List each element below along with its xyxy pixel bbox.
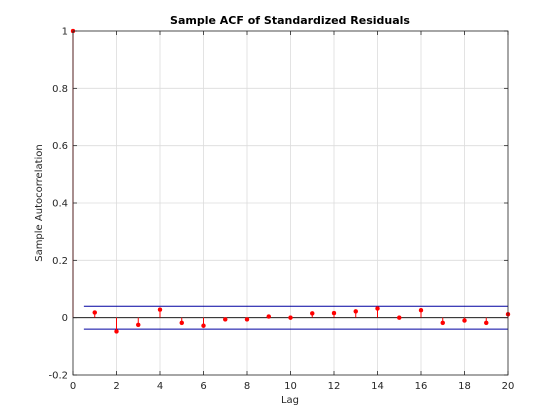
acf-point-lag-11 (310, 311, 315, 316)
acf-point-lag-16 (418, 307, 424, 313)
y-tick-label: 0.4 (52, 199, 68, 210)
x-tick-label: 16 (415, 381, 428, 392)
acf-point-lag-17 (440, 320, 445, 326)
acf-point-lag-19 (484, 320, 489, 326)
acf-point-lag-3 (136, 322, 141, 328)
acf-point-lag-9 (266, 314, 271, 319)
acf-point-lag-7 (223, 317, 228, 322)
x-tick-label: 4 (157, 381, 163, 392)
x-tick-label: 8 (244, 381, 250, 392)
acf-point-lag-13 (353, 309, 358, 314)
acf-point-lag-5 (179, 320, 184, 326)
x-axis-label: Lag (281, 395, 299, 406)
acf-point-lag-10 (288, 315, 293, 320)
x-tick-label: 6 (200, 381, 206, 392)
axis-ticks: 0 2 4 6 8 10 12 14 16 18 20-0.200.20.40.60.81 (48, 27, 514, 393)
x-tick-label: 20 (502, 381, 515, 392)
y-tick-label: 1 (62, 27, 68, 38)
y-tick-label: 0.2 (52, 256, 68, 267)
y-axis-label: Sample Autocorrelation (34, 144, 45, 262)
x-tick-label: 18 (458, 381, 471, 392)
x-tick-label: 0 (70, 381, 76, 392)
acf-point-lag-8 (244, 317, 250, 322)
y-tick-label: 0 (62, 313, 68, 324)
acf-point-lag-14 (375, 306, 380, 311)
acf-point-lag-1 (92, 310, 97, 315)
y-tick-label: 0.8 (52, 84, 68, 95)
acf-point-lag-12 (331, 310, 337, 316)
x-tick-label: 14 (371, 381, 384, 392)
x-tick-label: 2 (113, 381, 119, 392)
acf-point-lag-2 (114, 329, 119, 334)
x-tick-label: 12 (328, 381, 341, 392)
y-tick-label: 0.6 (52, 141, 68, 152)
acf-point-lag-4 (157, 307, 163, 312)
acf-point-lag-18 (462, 318, 467, 323)
acf-point-lag-15 (397, 315, 402, 320)
chart-title: Sample ACF of Standardized Residuals (170, 14, 410, 27)
x-tick-label: 10 (284, 381, 297, 392)
y-tick-label: -0.2 (48, 371, 68, 382)
acf-point-lag-6 (201, 323, 206, 328)
